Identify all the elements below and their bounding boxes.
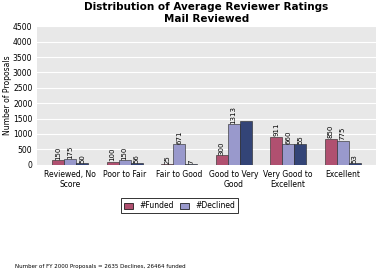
Bar — [64, 159, 76, 165]
Bar — [76, 163, 88, 165]
Text: Number of FY 2000 Proposals = 2635 Declines, 26464 funded: Number of FY 2000 Proposals = 2635 Decli… — [15, 264, 186, 269]
Bar — [282, 144, 294, 165]
Bar — [130, 163, 143, 165]
Bar — [216, 155, 228, 165]
Text: 50: 50 — [79, 154, 85, 163]
Bar — [107, 162, 119, 165]
Bar — [294, 144, 306, 165]
Legend: #Funded, #Declined: #Funded, #Declined — [121, 199, 238, 214]
Bar — [349, 163, 361, 165]
Text: 53: 53 — [352, 154, 358, 163]
Text: 775: 775 — [340, 127, 346, 140]
Text: 175: 175 — [67, 146, 73, 159]
Text: 55: 55 — [297, 135, 303, 144]
Text: 25: 25 — [164, 155, 170, 164]
Title: Distribution of Average Reviewer Ratings
Mail Reviewed: Distribution of Average Reviewer Ratings… — [84, 2, 328, 24]
Bar — [119, 160, 130, 165]
Text: 850: 850 — [328, 125, 334, 138]
Text: 671: 671 — [176, 130, 182, 144]
Y-axis label: Number of Proposals: Number of Proposals — [3, 56, 11, 135]
Text: 1313: 1313 — [231, 106, 237, 124]
Text: 911: 911 — [273, 123, 279, 136]
Bar — [337, 141, 349, 165]
Text: 7: 7 — [188, 160, 194, 164]
Text: 150: 150 — [122, 146, 127, 160]
Bar — [52, 160, 64, 165]
Bar — [37, 165, 375, 167]
Bar — [240, 121, 252, 165]
Text: 300: 300 — [218, 141, 225, 155]
Text: 150: 150 — [55, 146, 61, 160]
Bar — [270, 137, 282, 165]
Bar — [161, 164, 173, 165]
Text: 660: 660 — [285, 130, 291, 144]
Bar — [173, 144, 185, 165]
Bar — [228, 124, 240, 165]
Text: 56: 56 — [133, 154, 139, 163]
Bar — [325, 139, 337, 165]
Text: 100: 100 — [110, 148, 116, 161]
